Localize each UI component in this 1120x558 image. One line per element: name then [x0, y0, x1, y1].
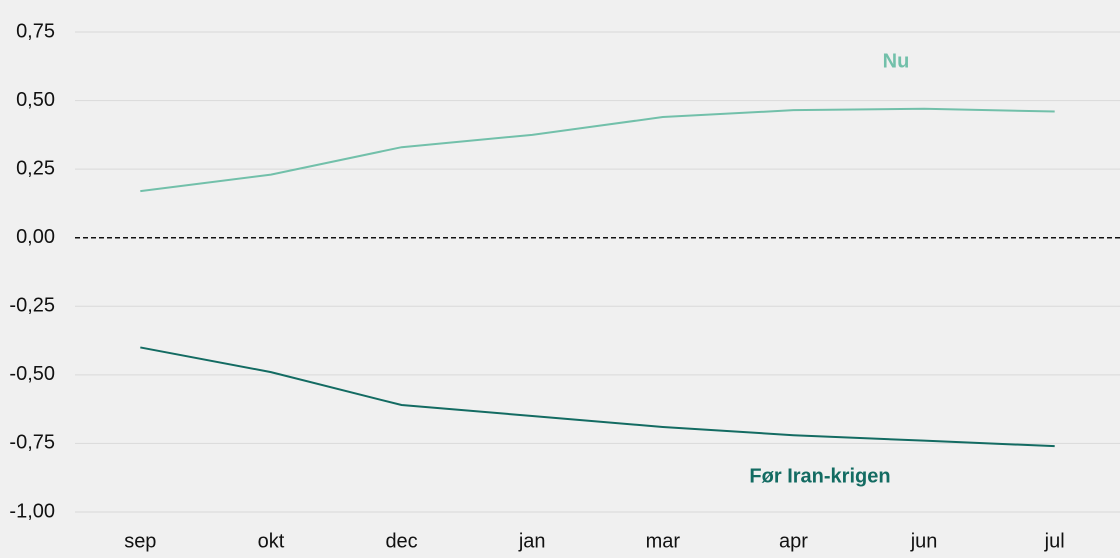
x-tick-label: sep	[124, 530, 156, 552]
x-tick-label: jan	[518, 530, 546, 552]
series-line	[140, 107, 1055, 193]
y-tick-label: -1,00	[9, 500, 55, 522]
x-tick-label: jun	[910, 530, 938, 552]
x-tick-label: mar	[646, 530, 681, 552]
x-tick-label: jul	[1044, 530, 1065, 552]
x-tick-label: apr	[779, 530, 808, 552]
series-line	[140, 346, 1055, 448]
y-tick-label: -0,50	[9, 363, 55, 385]
y-tick-label: 0,00	[16, 226, 55, 248]
series-label: Nu	[883, 50, 910, 72]
x-tick-label: okt	[258, 530, 285, 552]
x-tick-label: dec	[385, 530, 417, 552]
y-tick-label: 0,50	[16, 89, 55, 111]
y-tick-label: -0,75	[9, 432, 55, 454]
y-tick-label: 0,25	[16, 157, 55, 179]
series-label: Før Iran-krigen	[749, 465, 890, 487]
y-tick-label: -0,25	[9, 295, 55, 317]
y-tick-label: 0,75	[16, 20, 55, 42]
